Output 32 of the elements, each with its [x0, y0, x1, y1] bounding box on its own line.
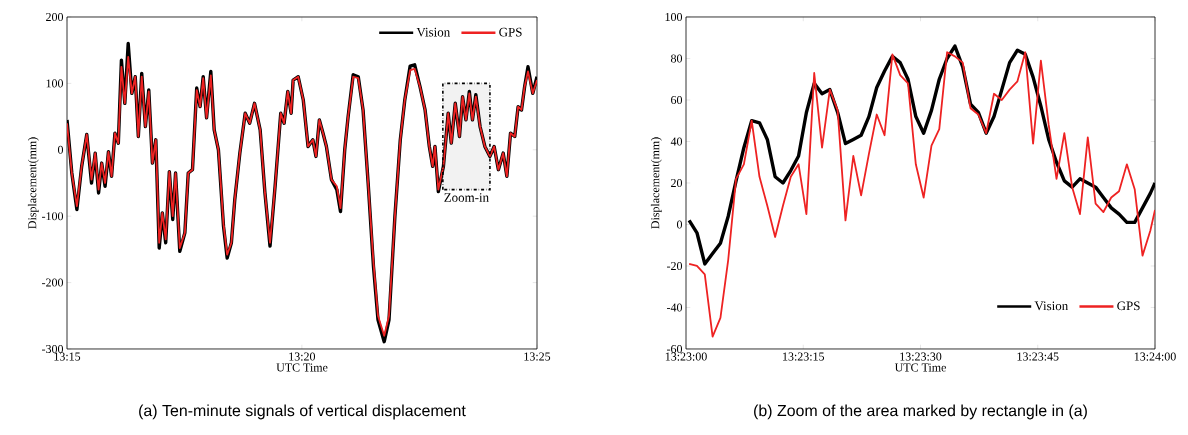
- y-tick-label: -20: [666, 261, 683, 271]
- text: (b) Zoom of the area marked by rectangle in (a): [754, 404, 1087, 420]
- y-tick-label: 20: [671, 178, 683, 188]
- legend-label: Vision: [416, 27, 450, 37]
- x-tick-label: 13:15: [54, 352, 81, 361]
- x-tick-label: 13:23:30: [900, 352, 942, 361]
- x-tick-label: 13:23:45: [1017, 352, 1059, 361]
- text: (a) Ten-minute signals of vertical displacement: [139, 404, 466, 420]
- y-tick-label: 60: [671, 95, 683, 105]
- y-tick-label: 200: [46, 12, 64, 22]
- y-tick-label: 100: [665, 12, 683, 22]
- x-tick-label: 13:25: [524, 352, 551, 361]
- y-tick-label: 0: [57, 145, 64, 154]
- y-axis-title: Displacement(mm): [650, 137, 662, 229]
- y-axis-title: Displacement(mm): [27, 137, 39, 229]
- y-tick-label: 0: [676, 220, 683, 229]
- band-label: Zoom-in: [444, 193, 489, 202]
- x-axis-title: UTC Time: [894, 363, 946, 372]
- legend-label: Vision: [1034, 301, 1069, 311]
- x-tick-label: 13:23:15: [783, 352, 825, 361]
- x-tick-label: 13:23:00: [665, 352, 707, 361]
- x-tick-label: 13:24:00: [1134, 352, 1176, 361]
- x-axis-title: UTC Time: [276, 363, 328, 372]
- x-tick-label: 13:20: [289, 352, 316, 361]
- legend-label: GPS: [1117, 301, 1140, 311]
- y-tick-label: -100: [42, 212, 64, 221]
- y-tick-label: 100: [46, 79, 64, 88]
- y-tick-label: 40: [670, 137, 683, 146]
- y-tick-label: 80: [670, 54, 683, 63]
- legend-label: GPS: [499, 27, 522, 37]
- y-tick-label: -40: [666, 303, 683, 312]
- y-tick-label: -200: [42, 278, 64, 287]
